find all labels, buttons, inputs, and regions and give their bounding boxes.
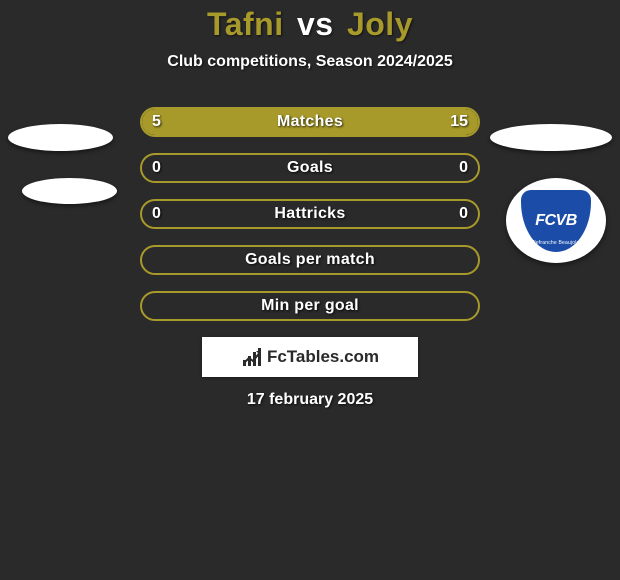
stat-bar: 00Goals: [140, 153, 480, 183]
stat-row: Min per goal: [0, 291, 620, 321]
brand-icon: [241, 346, 263, 368]
placeholder-ellipse-top-right: [490, 124, 612, 151]
player2-name: Joly: [347, 6, 413, 42]
stat-label: Goals: [142, 155, 478, 181]
club-initials: FCVB: [535, 212, 577, 230]
subtitle: Club competitions, Season 2024/2025: [0, 53, 620, 71]
brand-box[interactable]: FcTables.com: [202, 337, 418, 377]
club-shield-icon: FCVB Villefranche Beaujolais: [521, 190, 591, 252]
stat-label: Hattricks: [142, 201, 478, 227]
placeholder-ellipse-top-left: [8, 124, 113, 151]
stat-bar: Goals per match: [140, 245, 480, 275]
club-badge: FCVB Villefranche Beaujolais: [506, 178, 606, 263]
brand-text: FcTables.com: [267, 347, 379, 367]
title-vs: vs: [297, 6, 334, 42]
date-label: 17 february 2025: [0, 391, 620, 409]
stat-bar: 515Matches: [140, 107, 480, 137]
player1-name: Tafni: [207, 6, 284, 42]
stat-bar: 00Hattricks: [140, 199, 480, 229]
stat-label: Goals per match: [142, 247, 478, 273]
placeholder-ellipse-mid-left: [22, 178, 117, 204]
stat-bar: Min per goal: [140, 291, 480, 321]
page-title: Tafni vs Joly: [0, 6, 620, 43]
stat-row: 00Goals: [0, 153, 620, 183]
stat-label: Matches: [142, 109, 478, 135]
stat-label: Min per goal: [142, 293, 478, 319]
club-subtext: Villefranche Beaujolais: [528, 240, 583, 246]
